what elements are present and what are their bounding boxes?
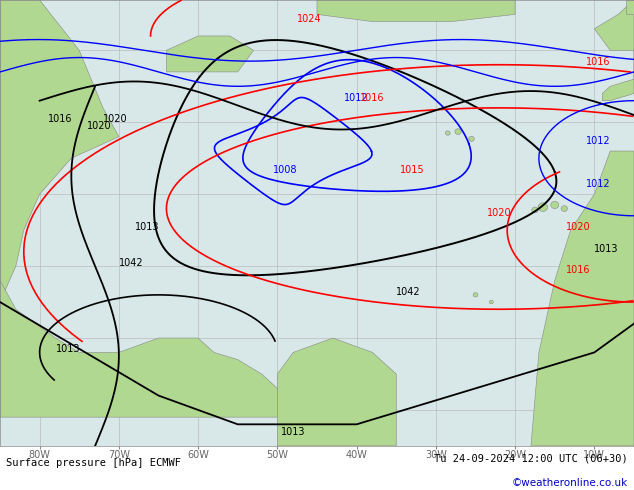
- Polygon shape: [166, 36, 254, 72]
- Text: Surface pressure [hPa] ECMWF: Surface pressure [hPa] ECMWF: [6, 458, 181, 468]
- Circle shape: [455, 129, 462, 134]
- Text: 1008: 1008: [273, 165, 297, 174]
- Text: 1042: 1042: [119, 258, 143, 268]
- Text: 1013: 1013: [281, 427, 306, 437]
- Circle shape: [489, 300, 493, 304]
- Circle shape: [561, 206, 567, 212]
- Polygon shape: [595, 0, 634, 50]
- Polygon shape: [0, 280, 277, 417]
- Text: 1020: 1020: [566, 222, 591, 232]
- Text: 1013: 1013: [595, 244, 619, 254]
- Polygon shape: [626, 0, 634, 14]
- Text: 1013: 1013: [55, 344, 80, 354]
- Text: 1020: 1020: [87, 122, 112, 131]
- Text: 1020: 1020: [487, 208, 512, 218]
- Circle shape: [469, 136, 474, 141]
- Text: Tu 24-09-2024 12:00 UTC (06+30): Tu 24-09-2024 12:00 UTC (06+30): [434, 453, 628, 463]
- Polygon shape: [0, 0, 119, 302]
- Polygon shape: [317, 0, 515, 22]
- Circle shape: [473, 293, 478, 297]
- Text: 1012: 1012: [344, 93, 369, 103]
- Text: 1024: 1024: [297, 14, 321, 24]
- Polygon shape: [531, 151, 634, 446]
- Circle shape: [538, 203, 548, 212]
- Text: 1016: 1016: [586, 57, 610, 67]
- Text: ©weatheronline.co.uk: ©weatheronline.co.uk: [512, 478, 628, 488]
- Text: 1042: 1042: [396, 287, 421, 297]
- Polygon shape: [277, 338, 396, 446]
- Text: 1016: 1016: [360, 93, 385, 103]
- Text: 1020: 1020: [103, 114, 127, 124]
- Text: 1012: 1012: [586, 179, 610, 189]
- Circle shape: [445, 131, 450, 135]
- Text: 1015: 1015: [400, 165, 424, 174]
- Circle shape: [551, 201, 559, 209]
- Circle shape: [532, 207, 538, 213]
- Text: 1013: 1013: [134, 222, 159, 232]
- Text: 1016: 1016: [48, 114, 72, 124]
- Text: 1016: 1016: [566, 265, 591, 275]
- Text: 1012: 1012: [586, 136, 610, 146]
- Polygon shape: [602, 0, 634, 100]
